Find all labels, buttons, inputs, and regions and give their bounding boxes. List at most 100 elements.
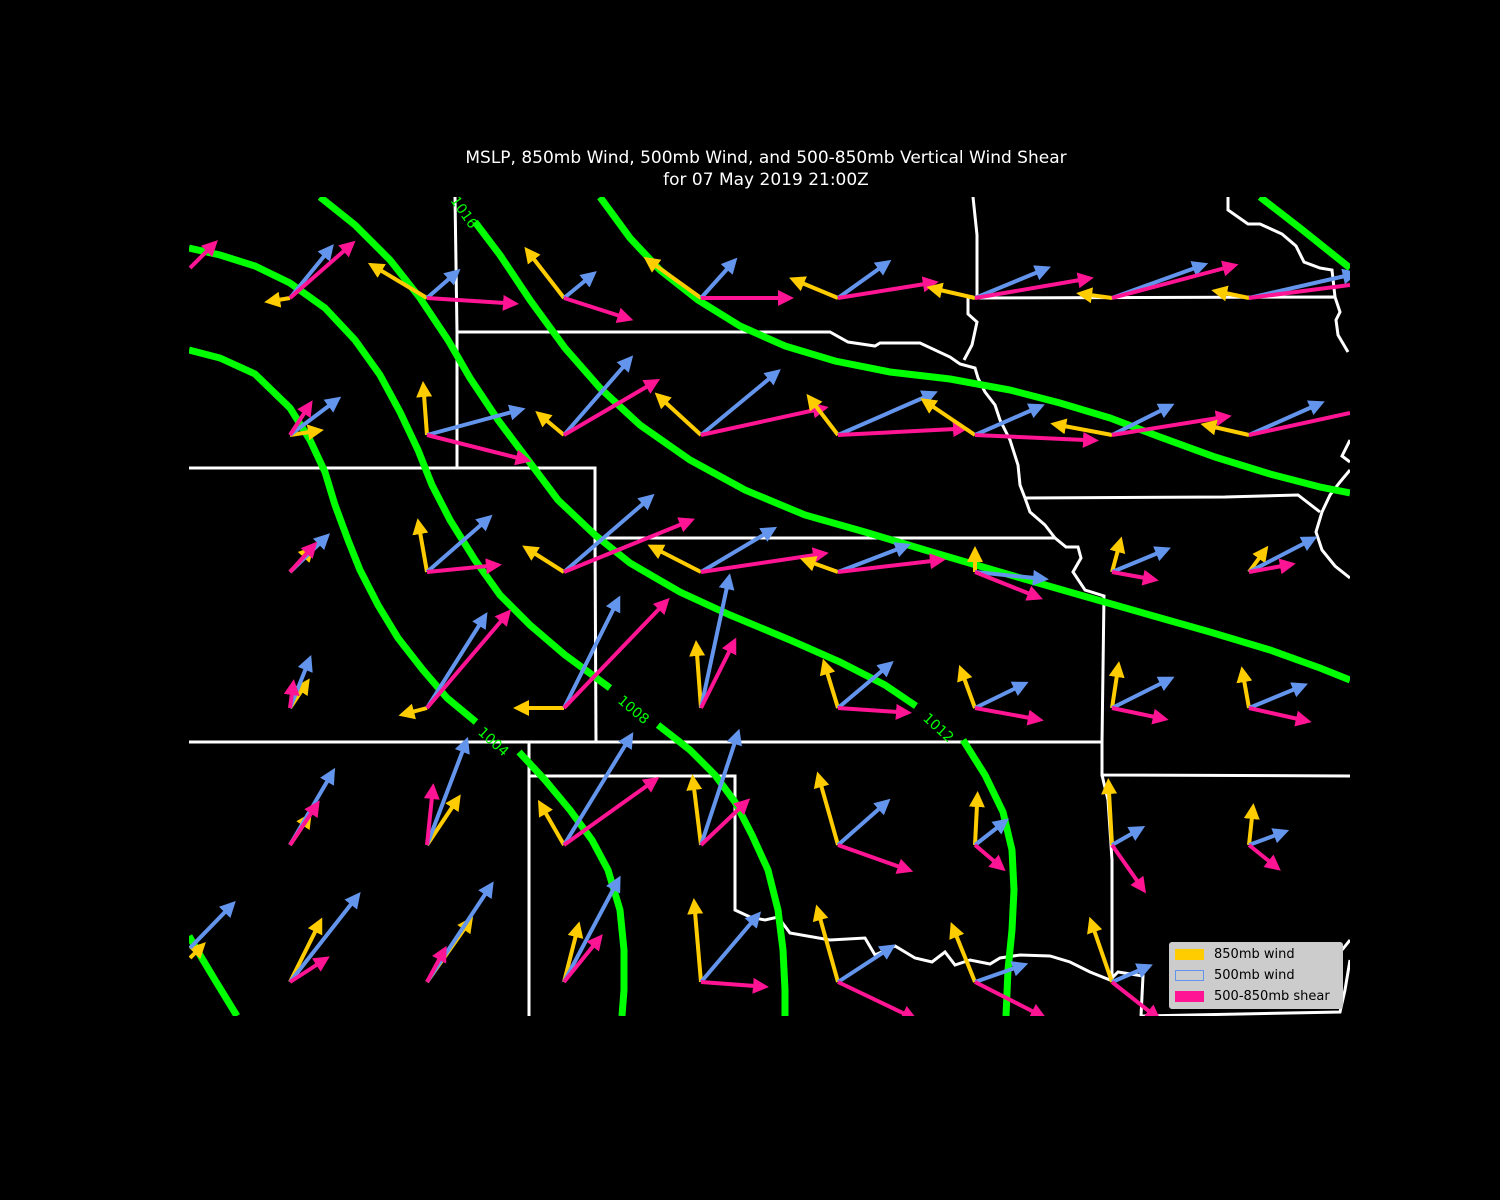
shear-arrow bbox=[288, 800, 320, 847]
isobar-line bbox=[189, 346, 628, 1016]
wind-850-arrow bbox=[654, 392, 703, 437]
shear-arrow bbox=[288, 541, 318, 574]
wind-500-arrow bbox=[288, 891, 361, 984]
shear-arrow bbox=[563, 517, 695, 574]
wind-850-arrow bbox=[535, 411, 566, 437]
wind-barb bbox=[949, 922, 1047, 1016]
shear-arrow bbox=[1248, 283, 1350, 300]
wind-500-arrow bbox=[837, 390, 938, 437]
wind-barb bbox=[367, 262, 519, 311]
wind-barb bbox=[647, 526, 829, 574]
state-border bbox=[1340, 939, 1350, 951]
legend-label: 850mb wind bbox=[1214, 946, 1295, 962]
shear-arrow bbox=[699, 637, 737, 709]
shear-arrow bbox=[425, 945, 447, 983]
wind-500-arrow bbox=[189, 900, 236, 950]
state-borders bbox=[189, 197, 1350, 1016]
legend-item-850mb: 850mb wind bbox=[1175, 944, 1295, 964]
wind-barb bbox=[1109, 536, 1171, 586]
wind-850-arrow bbox=[524, 246, 566, 300]
shear-arrow bbox=[426, 433, 532, 466]
wind-850-arrow bbox=[687, 898, 704, 983]
wind-500-arrow bbox=[562, 595, 621, 709]
wind-850-arrow bbox=[813, 771, 840, 846]
state-border bbox=[593, 537, 598, 744]
shear-arrow bbox=[974, 980, 1047, 1016]
map-canvas: 1004 1008 1012 1016 bbox=[189, 197, 1350, 1016]
wind-850-arrow bbox=[1243, 803, 1260, 846]
shear-arrow bbox=[1111, 706, 1169, 725]
shear-arrow bbox=[1111, 410, 1232, 437]
shear-arrow bbox=[974, 706, 1044, 726]
shear-arrow bbox=[562, 776, 660, 847]
wind-500-arrow bbox=[974, 961, 1029, 984]
shear-arrow bbox=[423, 783, 440, 846]
isobars bbox=[189, 197, 1350, 1016]
shear-arrow bbox=[974, 272, 1094, 300]
wind-barb bbox=[288, 396, 342, 441]
wind-850-arrow bbox=[189, 942, 206, 960]
wind-500-arrow bbox=[699, 911, 762, 984]
wind-850-arrow bbox=[968, 791, 985, 846]
wind-barb bbox=[1243, 803, 1290, 871]
wind-850-arrow bbox=[1087, 916, 1114, 983]
shear-arrow bbox=[426, 558, 502, 575]
wind-850-arrow bbox=[819, 658, 840, 709]
state-border bbox=[1314, 469, 1350, 580]
state-border bbox=[1226, 197, 1337, 298]
wind-500-arrow bbox=[973, 818, 1010, 847]
wind-barb bbox=[538, 732, 660, 847]
wind-500-arrow bbox=[1248, 828, 1290, 847]
wind-500-arrow bbox=[1111, 963, 1153, 984]
wind-850-arrow bbox=[1101, 778, 1118, 846]
isobar-labels: 1004 1008 1012 1016 bbox=[447, 197, 957, 760]
wind-850-arrow bbox=[264, 291, 291, 308]
wind-barb bbox=[398, 609, 512, 720]
wind-500-arrow bbox=[1111, 403, 1175, 437]
wind-850-arrow bbox=[412, 518, 429, 573]
wind-barb bbox=[1108, 661, 1175, 725]
wind-barb bbox=[819, 658, 912, 720]
wind-850-arrow bbox=[1109, 536, 1126, 573]
wind-barb bbox=[957, 664, 1044, 726]
isobar-line bbox=[472, 219, 1350, 684]
wind-500-arrow bbox=[1248, 536, 1318, 574]
wind-850-arrow bbox=[538, 799, 566, 846]
shear-arrow bbox=[189, 240, 218, 270]
shear-arrow bbox=[425, 609, 512, 710]
wind-850-arrow bbox=[957, 664, 977, 709]
state-border bbox=[1024, 493, 1321, 514]
legend-item-500mb: 500mb wind bbox=[1175, 965, 1295, 985]
map-title-line1: MSLP, 850mb Wind, 500mb Wind, and 500-85… bbox=[465, 148, 1067, 168]
wind-barb bbox=[283, 655, 313, 710]
shear-arrow bbox=[426, 294, 519, 311]
wind-barb bbox=[967, 546, 1049, 601]
wind-500-arrow bbox=[836, 660, 894, 710]
legend-swatch bbox=[1175, 990, 1204, 1002]
legend-swatch bbox=[1175, 948, 1204, 960]
wind-barb bbox=[689, 573, 737, 709]
shear-arrow bbox=[1111, 260, 1239, 300]
shear-arrow bbox=[837, 276, 939, 300]
state-border bbox=[971, 197, 1350, 353]
wind-barb bbox=[968, 791, 1010, 872]
shear-arrow bbox=[562, 597, 670, 710]
wind-barb bbox=[806, 390, 969, 438]
state-border bbox=[1023, 497, 1057, 539]
state-border bbox=[529, 774, 1145, 1016]
wind-850-arrow bbox=[398, 703, 428, 720]
wind-barb bbox=[412, 514, 502, 575]
wind-500-arrow bbox=[974, 265, 1051, 300]
wind-850-arrow bbox=[1236, 666, 1253, 709]
wind-500-arrow bbox=[837, 542, 912, 574]
shear-arrow bbox=[1248, 558, 1296, 575]
shear-arrow bbox=[562, 934, 603, 984]
wind-500-arrow bbox=[562, 493, 655, 574]
shear-arrow bbox=[1111, 569, 1159, 586]
wind-barb bbox=[789, 259, 939, 300]
shear-arrow bbox=[837, 703, 912, 720]
wind-barb bbox=[1236, 666, 1312, 727]
wind-850-arrow bbox=[647, 544, 702, 574]
shear-arrow bbox=[837, 980, 918, 1016]
wind-barb bbox=[535, 355, 661, 437]
